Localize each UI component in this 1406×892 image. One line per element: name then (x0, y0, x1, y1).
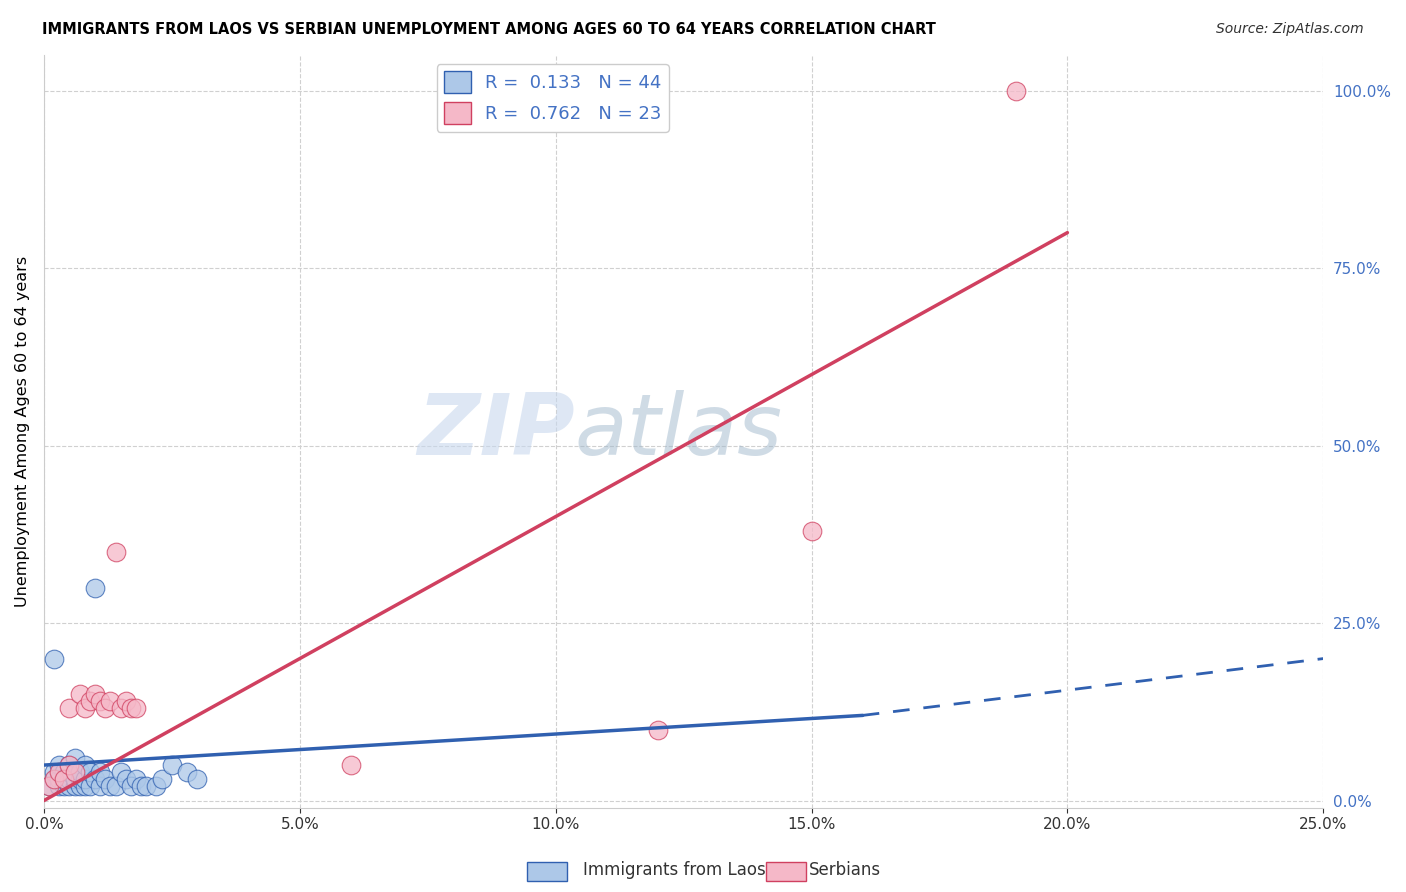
Y-axis label: Unemployment Among Ages 60 to 64 years: Unemployment Among Ages 60 to 64 years (15, 256, 30, 607)
Point (69, 772, 91, 787)
Point (94, 701, 117, 715)
Point (63, 765, 86, 780)
Point (110, 701, 132, 715)
Point (104, 545, 127, 559)
Point (48, 780, 70, 794)
Point (145, 780, 167, 794)
Point (63, 772, 86, 787)
Point (69, 687, 91, 701)
Point (63, 765, 86, 780)
Point (69, 780, 91, 794)
Text: Serbians: Serbians (808, 861, 880, 879)
Point (63, 751, 86, 765)
Point (42, 772, 65, 787)
Point (800, 524, 823, 538)
Point (48, 765, 70, 780)
Point (100, 780, 122, 794)
Point (135, 780, 157, 794)
Point (48, 758, 70, 772)
Point (84, 772, 107, 787)
Point (58, 772, 80, 787)
Point (125, 701, 148, 715)
Point (186, 772, 208, 787)
Point (73, 772, 96, 787)
Point (150, 772, 173, 787)
Point (42, 651, 65, 665)
Point (53, 780, 76, 794)
Point (63, 780, 86, 794)
Point (84, 581, 107, 595)
Point (84, 687, 107, 701)
Point (73, 701, 96, 715)
Point (94, 772, 117, 787)
Point (73, 758, 96, 772)
Point (38, 780, 60, 794)
Point (176, 765, 198, 780)
Legend: R =  0.133   N = 44, R =  0.762   N = 23: R = 0.133 N = 44, R = 0.762 N = 23 (437, 64, 669, 132)
Point (53, 765, 76, 780)
Point (647, 723, 669, 737)
Text: IMMIGRANTS FROM LAOS VS SERBIAN UNEMPLOYMENT AMONG AGES 60 TO 64 YEARS CORRELATI: IMMIGRANTS FROM LAOS VS SERBIAN UNEMPLOY… (42, 22, 936, 37)
Point (129, 780, 152, 794)
Point (340, 758, 363, 772)
Point (69, 765, 91, 780)
Point (58, 701, 80, 715)
Point (58, 758, 80, 772)
Point (42, 765, 65, 780)
Point (79, 694, 101, 708)
Point (120, 780, 142, 794)
Point (110, 765, 132, 780)
Point (160, 758, 183, 772)
Point (79, 780, 101, 794)
Point (79, 765, 101, 780)
Point (58, 765, 80, 780)
Text: Source: ZipAtlas.com: Source: ZipAtlas.com (1216, 22, 1364, 37)
Point (1005, 84, 1028, 98)
Point (104, 780, 127, 794)
Point (125, 772, 148, 787)
Point (53, 772, 76, 787)
Point (100, 694, 122, 708)
Point (89, 780, 111, 794)
Point (53, 772, 76, 787)
Point (73, 780, 96, 794)
Point (114, 772, 136, 787)
Point (58, 758, 80, 772)
Text: Immigrants from Laos: Immigrants from Laos (583, 861, 766, 879)
Point (114, 694, 136, 708)
Text: ZIP: ZIP (418, 390, 575, 473)
Point (120, 701, 142, 715)
Text: atlas: atlas (575, 390, 783, 473)
Point (89, 694, 111, 708)
Point (58, 780, 80, 794)
Point (89, 765, 111, 780)
Point (42, 772, 65, 787)
Point (38, 780, 60, 794)
Point (48, 772, 70, 787)
